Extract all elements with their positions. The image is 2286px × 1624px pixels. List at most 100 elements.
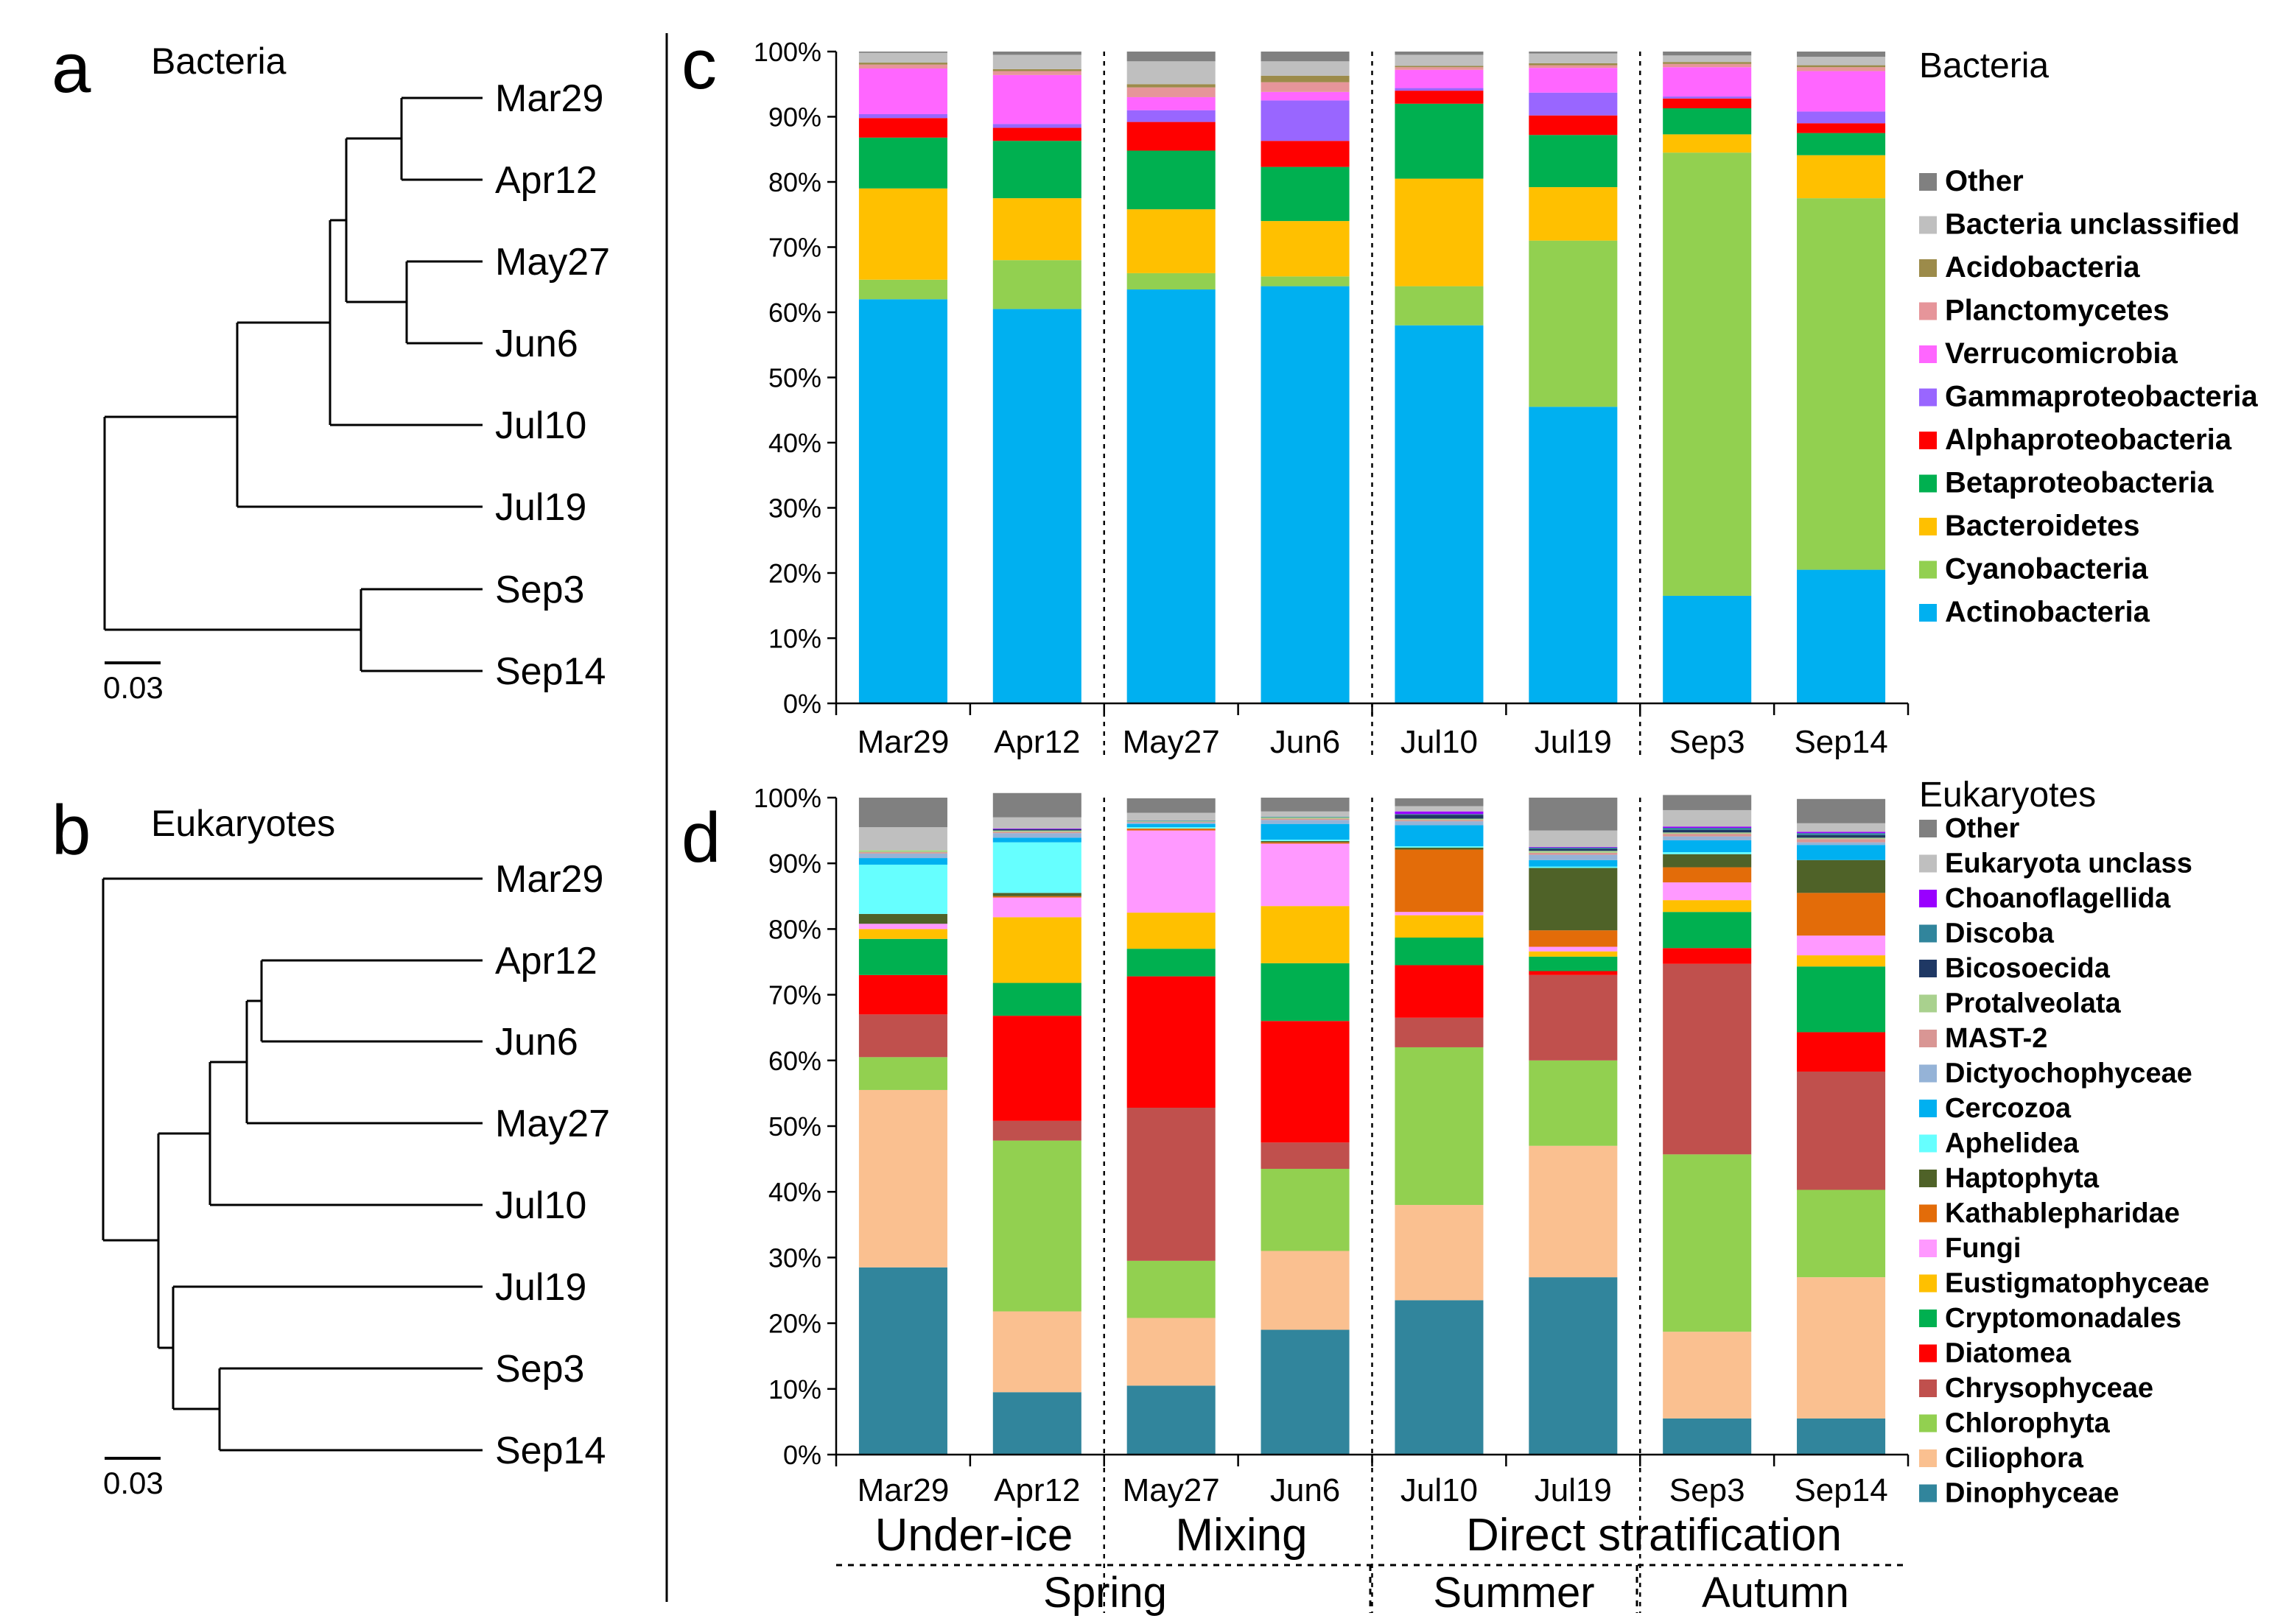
bar-segment (1261, 91, 1350, 101)
y-tick-label: 0% (783, 1440, 821, 1470)
legend-bacteria: Other Bacteria unclassified Acidobacteria P… (1919, 165, 2258, 628)
tree-leaf-label: Mar29 (495, 858, 603, 901)
bar-segment (1395, 1300, 1484, 1455)
legend-label: Diatomea (1945, 1338, 2072, 1369)
legend-swatch (1919, 1100, 1937, 1117)
bar-segment (1126, 1318, 1216, 1386)
y-tick-label: 30% (768, 493, 821, 524)
bar-segment (1395, 814, 1484, 815)
x-category-label: Jun6 (1270, 724, 1340, 760)
bar-segment (1126, 822, 1216, 823)
bar-segment (1395, 847, 1484, 850)
bar-segment (1797, 65, 1886, 68)
legend-label: Chrysophyceae (1945, 1373, 2153, 1404)
x-category-label: Jun6 (1270, 1472, 1340, 1508)
bar-segment (1126, 150, 1216, 210)
legend-label: Dictyochophyceae (1945, 1058, 2192, 1089)
bar-segment (992, 830, 1081, 832)
bar-segment (992, 833, 1081, 838)
y-tick-label: 50% (768, 1111, 821, 1142)
bar-segment (1797, 832, 1886, 834)
season-label-autumn: Autumn (1702, 1569, 1849, 1617)
bar-segment (858, 188, 947, 280)
bar-segment (1529, 830, 1618, 847)
tree-leaf-label: Mar29 (495, 77, 603, 120)
bar-segment (1797, 837, 1886, 840)
bar-segment (992, 74, 1081, 124)
bar-segment (1797, 1418, 1886, 1455)
bar-segment (1797, 1189, 1886, 1278)
bar-segment (1797, 1277, 1886, 1419)
bar-segment (1261, 276, 1350, 287)
legend-label: Ciliophora (1945, 1443, 2084, 1474)
bar-segment (1663, 829, 1752, 833)
tree-branch (260, 959, 483, 1043)
bar-segment (1529, 65, 1618, 68)
legend-swatch (1919, 924, 1937, 943)
bar-segment (1663, 152, 1752, 596)
bar-segment (858, 1057, 947, 1090)
bar-segment (1529, 68, 1618, 93)
bar-segment (1663, 63, 1752, 68)
legend-swatch (1919, 1240, 1937, 1257)
bar-segment (1126, 949, 1216, 977)
y-tick-label: 20% (768, 1309, 821, 1339)
tree-branch (157, 1132, 210, 1349)
bar-segment (1395, 1205, 1484, 1301)
bar-segment (858, 63, 947, 65)
y-tick-label: 20% (768, 558, 821, 588)
bar-segment (1261, 100, 1350, 141)
bar-segment (1395, 67, 1484, 70)
bar-segment (1261, 963, 1350, 1022)
bar-segment (858, 1267, 947, 1455)
bar-segment (1663, 98, 1752, 108)
bar-segment (1261, 811, 1350, 817)
bar-segment (1529, 866, 1618, 868)
bar-segment (992, 71, 1081, 75)
legend-label: Actinobacteria (1945, 596, 2150, 628)
legend-swatch (1919, 259, 1937, 277)
bar-segment (1797, 67, 1886, 71)
bar-segment (1395, 846, 1484, 848)
tree-branch (400, 96, 483, 181)
x-category-label: Apr12 (994, 724, 1080, 760)
panel-b-letter: b (52, 791, 91, 870)
bar-segment (1663, 832, 1752, 834)
bar-segment (992, 1392, 1081, 1455)
y-tick-label: 40% (768, 428, 821, 458)
bar-segment (1663, 67, 1752, 97)
bar-segment (1261, 840, 1350, 843)
bar-segment (1261, 1329, 1350, 1455)
tree-leaf-label: Sep3 (495, 1348, 584, 1391)
bar-segment (858, 864, 947, 914)
bar-segment (1663, 912, 1752, 949)
bar-segment (1126, 823, 1216, 828)
bar-segment (1797, 198, 1886, 570)
bar-segment (1261, 1251, 1350, 1330)
legend-swatch (1919, 173, 1937, 191)
bar-segment (1797, 842, 1886, 846)
bar-segment (1261, 166, 1350, 222)
legend-label: MAST-2 (1945, 1023, 2047, 1054)
tree-leaf-label: Jul10 (495, 404, 586, 447)
bar-segment (992, 983, 1081, 1016)
tree-leaf-label: Jun6 (495, 323, 578, 365)
bar-segment (1529, 1145, 1618, 1278)
x-category-label: Sep14 (1794, 1472, 1887, 1508)
legend-label: Cercozoa (1945, 1093, 2072, 1124)
bar-segment (1261, 840, 1350, 841)
bar-segment (1126, 822, 1216, 824)
bar-segment (858, 52, 947, 63)
x-category-label: Mar29 (858, 724, 950, 760)
bar-segment (1529, 847, 1618, 849)
bar-segment (1395, 88, 1484, 91)
bar-segment (992, 896, 1081, 898)
bar-segment (1529, 946, 1618, 952)
y-tick-label: 80% (768, 914, 821, 944)
bar-segment (1797, 57, 1886, 66)
legend-swatch (1919, 1310, 1937, 1327)
bar-segment (858, 64, 947, 69)
bar-segment (1529, 53, 1618, 63)
panel-a-letter: a (52, 29, 91, 108)
